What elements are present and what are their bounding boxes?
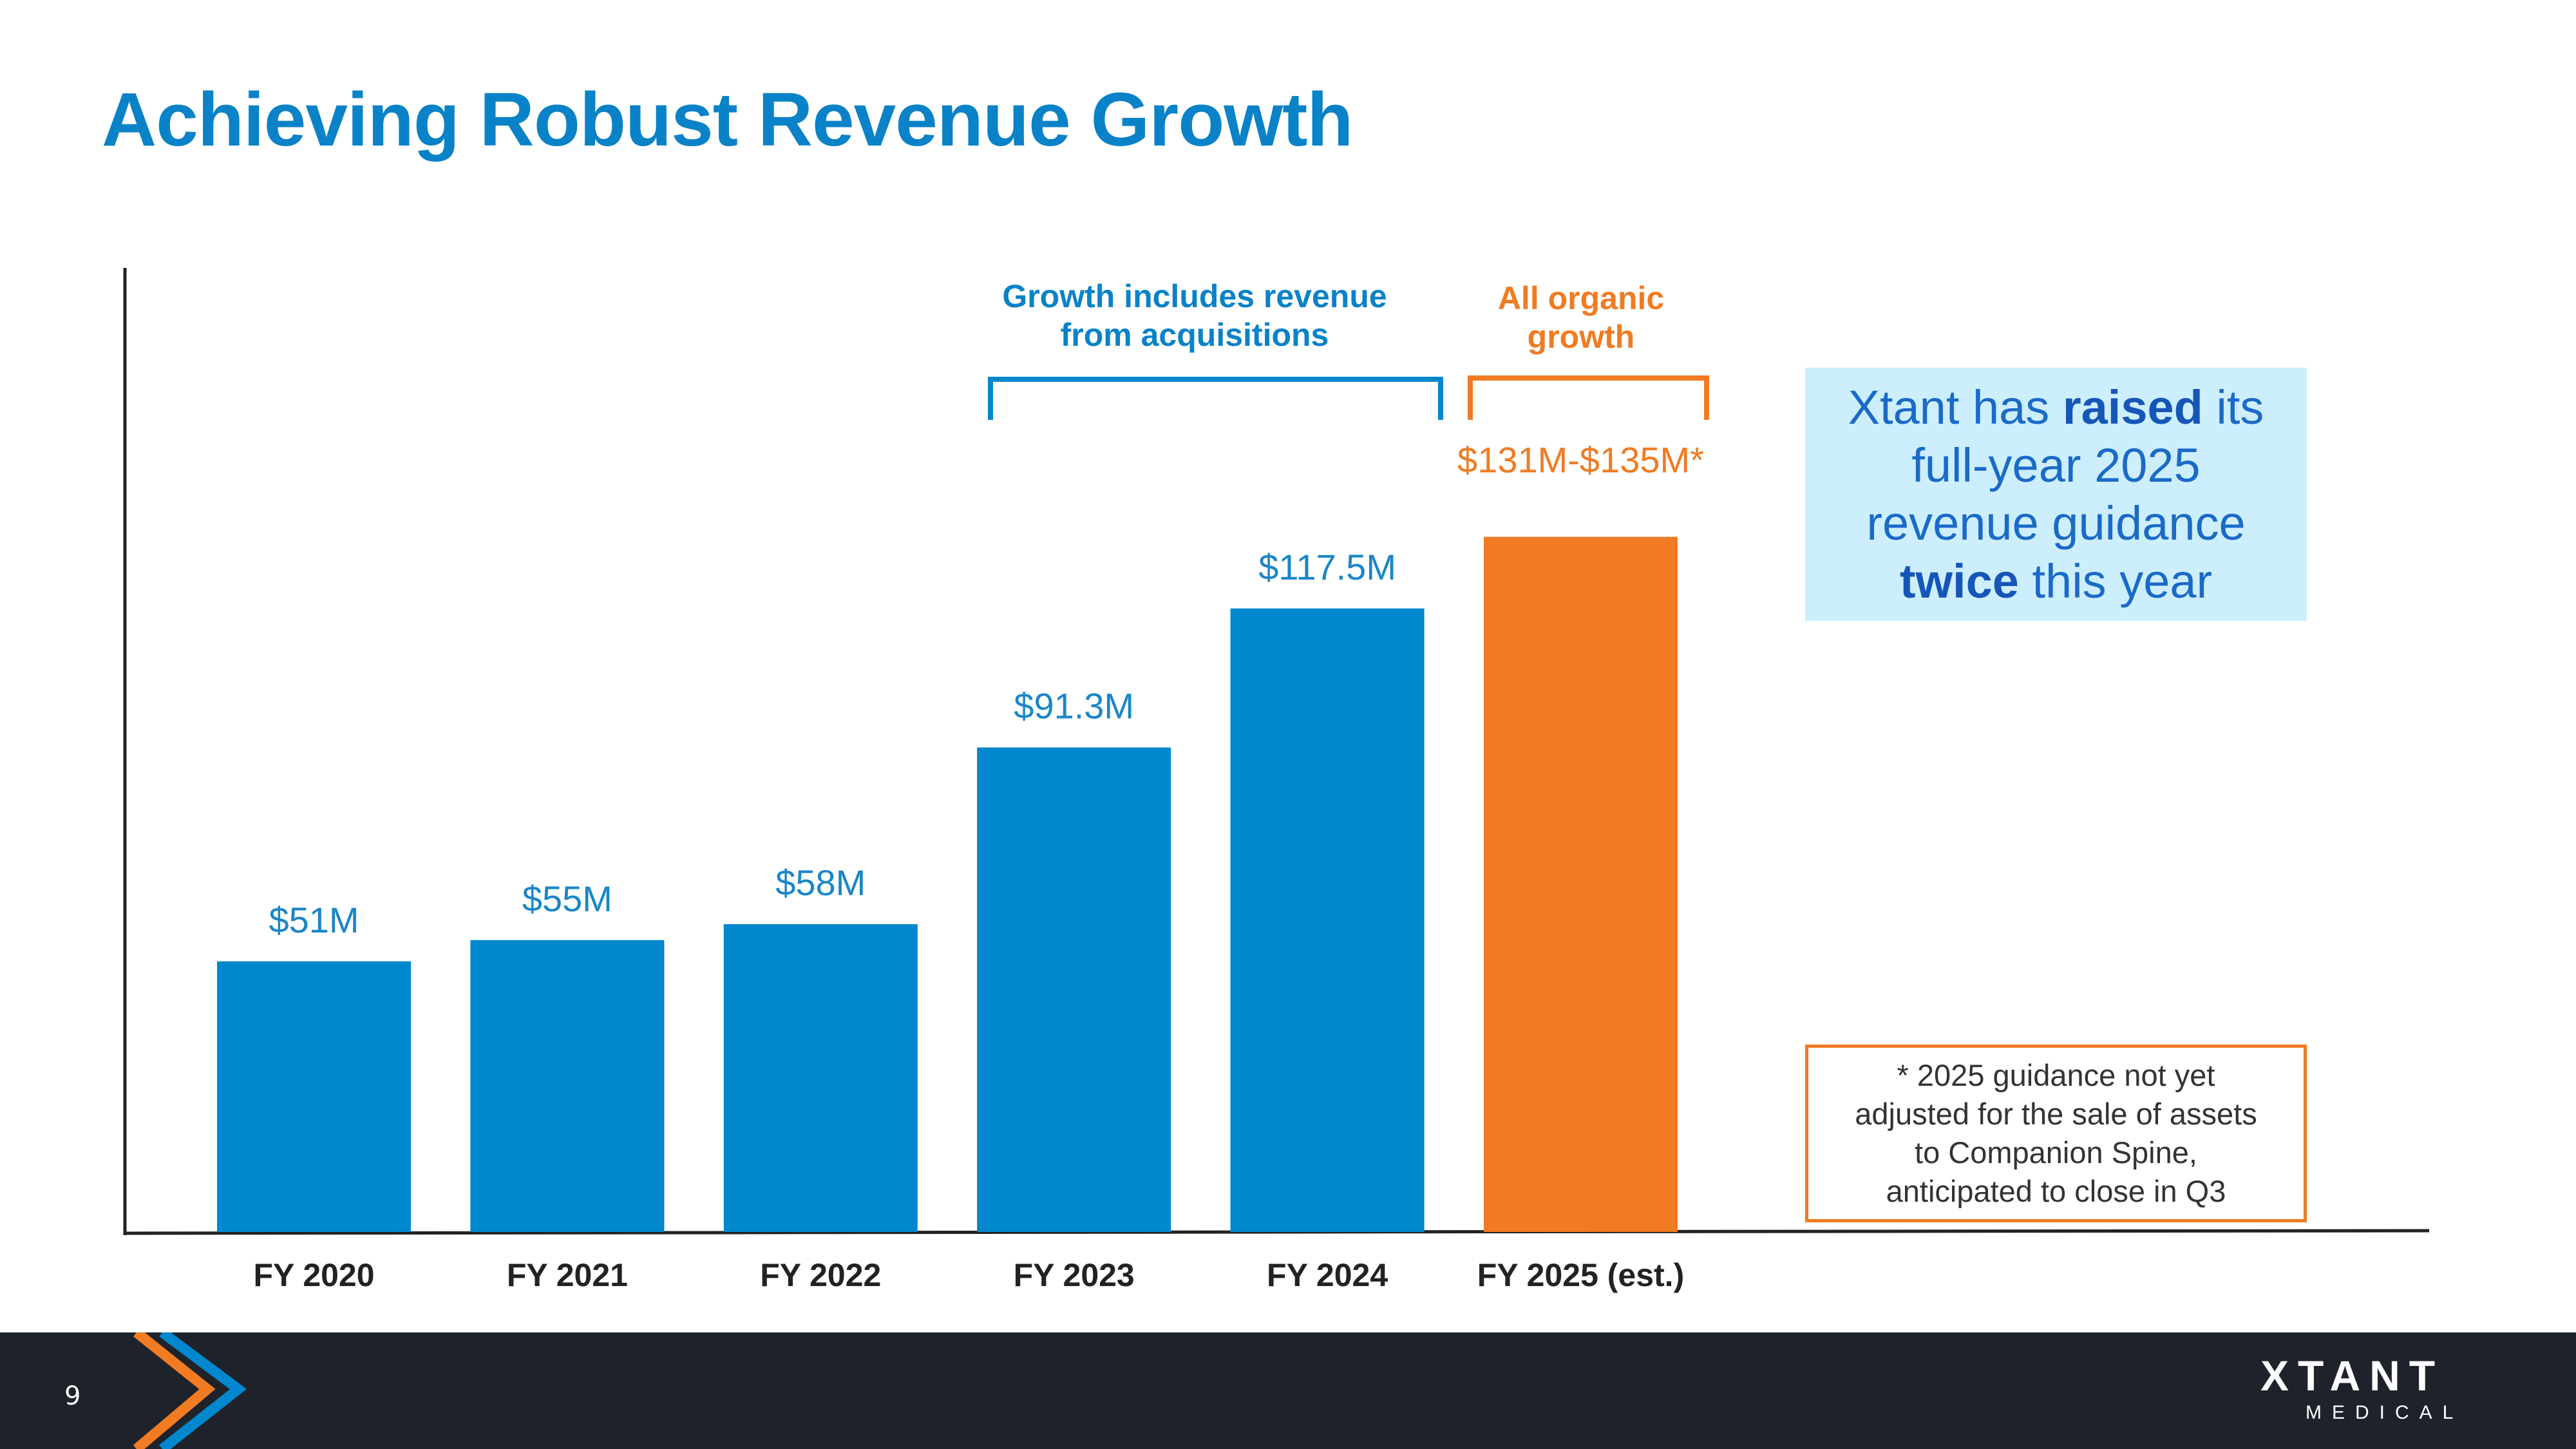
chevron-icon <box>133 1332 247 1449</box>
acquisitions-annotation: Growth includes revenue from acquisition… <box>1002 277 1387 354</box>
organic-annotation: All organic growth <box>1498 279 1664 356</box>
callout-bold: twice <box>1899 554 2019 608</box>
callout-text: this year <box>2018 554 2213 608</box>
data-label-1: $55M <box>522 878 612 919</box>
category-label-1: FY 2021 <box>507 1257 628 1293</box>
guidance-footnote: * 2025 guidance not yet adjusted for the… <box>1805 1045 2307 1222</box>
data-label-4: $117.5M <box>1258 547 1396 587</box>
callout-bold: raised <box>2062 380 2203 434</box>
bar-4 <box>1230 608 1425 1232</box>
bar-1 <box>470 940 665 1232</box>
bar-3 <box>977 747 1171 1232</box>
xtant-logo-subtitle: MEDICAL <box>2306 1402 2464 1423</box>
data-label-5: $131M-$135M* <box>1457 440 1704 480</box>
callout-text: its <box>2202 380 2264 434</box>
category-label-0: FY 2020 <box>253 1257 374 1293</box>
acquisitions-annotation-line1: Growth includes revenue <box>1002 278 1387 314</box>
data-label-3: $91.3M <box>1014 686 1134 726</box>
category-label-4: FY 2024 <box>1267 1257 1388 1293</box>
page-title: Achieving Robust Revenue Growth <box>102 77 1353 162</box>
bar-5 <box>1484 536 1678 1232</box>
data-label-2: $58M <box>775 862 866 903</box>
callout-text: revenue guidance <box>1866 496 2246 550</box>
acquisitions-annotation-line2: from acquisitions <box>1060 317 1329 353</box>
organic-bracket <box>1468 375 1709 420</box>
guidance-callout: Xtant has raised its full-year 2025 reve… <box>1805 368 2307 621</box>
footer-bar <box>0 1332 2576 1449</box>
organic-annotation-line1: All organic <box>1497 280 1665 316</box>
xtant-logo: XTANT <box>2260 1352 2445 1399</box>
category-label-3: FY 2023 <box>1014 1257 1135 1293</box>
category-label-2: FY 2022 <box>760 1257 881 1293</box>
data-label-0: $51M <box>269 900 359 940</box>
footnote-line: to Companion Spine, <box>1915 1135 2197 1170</box>
acquisitions-bracket <box>988 377 1443 420</box>
revenue-bar-chart: $51M FY 2020 $55M FY 2021 $58M FY 2022 $91.3M F… <box>123 268 2430 1293</box>
callout-text: full-year 2025 <box>1911 438 2201 492</box>
category-label-5: FY 2025 (est.) <box>1477 1257 1684 1293</box>
page-number: 9 <box>64 1381 81 1411</box>
callout-text: Xtant has <box>1848 380 2063 434</box>
footnote-line: anticipated to close in Q3 <box>1886 1174 2226 1208</box>
organic-annotation-line2: growth <box>1527 319 1635 355</box>
footnote-line: adjusted for the sale of assets <box>1855 1097 2257 1131</box>
bar-2 <box>723 924 918 1232</box>
footnote-line: * 2025 guidance not yet <box>1897 1058 2215 1092</box>
bar-0 <box>217 961 411 1232</box>
